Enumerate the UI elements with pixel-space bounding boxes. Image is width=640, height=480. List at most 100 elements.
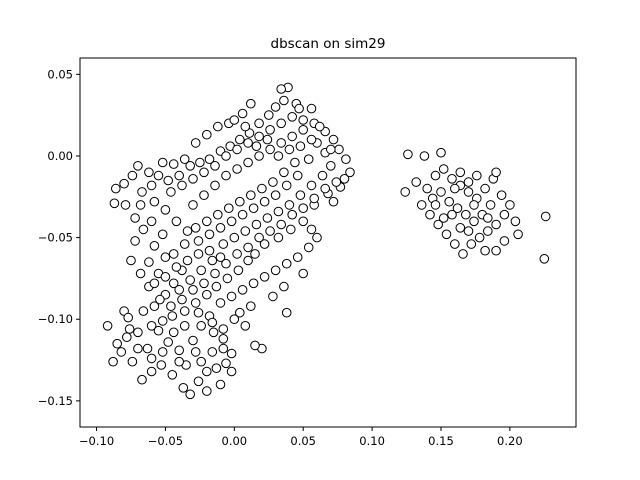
data-point [422,183,433,194]
data-point [130,236,140,246]
data-point [229,115,240,125]
x-tick-label: −0.05 [148,434,183,448]
data-point [281,307,292,318]
data-point [281,258,292,269]
data-point [146,366,157,377]
data-point [248,278,259,289]
data-point [232,164,242,174]
data-point [309,193,320,204]
data-point [207,255,218,266]
data-point [235,307,245,318]
data-point [499,236,510,246]
data-point [466,239,477,249]
data-point [485,200,496,210]
data-point [130,213,140,223]
data-point [149,241,160,251]
data-point [229,314,240,325]
data-point [334,144,344,155]
data-point [233,265,244,276]
data-point [480,245,490,256]
data-point [156,360,167,370]
data-point [127,356,138,367]
data-point [142,343,153,354]
data-point [312,232,322,243]
data-point [298,268,309,279]
data-point [160,252,171,263]
data-point [463,226,474,236]
data-point [444,196,455,207]
data-point [232,144,242,155]
data-point [292,252,303,263]
data-point [146,180,157,191]
data-point [146,353,157,364]
data-point [146,321,157,331]
data-point [122,332,132,343]
data-point [116,347,127,357]
data-point [160,272,171,282]
data-point [262,213,273,223]
data-point [174,345,184,356]
data-point [168,159,179,169]
data-point [108,356,118,367]
data-point [185,389,195,400]
data-point [455,223,466,233]
data-point [111,183,121,194]
data-point [123,312,133,323]
data-point [441,229,452,240]
data-point [243,242,253,253]
data-point [474,232,485,243]
data-point [153,170,164,181]
data-point [303,154,314,164]
data-point [259,239,270,249]
data-point [179,321,190,331]
data-point [166,187,176,197]
data-point [458,249,468,259]
data-point [331,177,342,187]
data-point [193,376,204,387]
data-point [193,236,204,246]
data-point [450,183,460,194]
data-point [276,118,287,129]
data-point [298,125,309,135]
data-point [237,209,248,220]
x-tick-label: 0.05 [290,434,316,448]
data-point [157,157,168,168]
data-point [403,149,413,160]
data-point [248,203,259,213]
data-point [124,324,135,334]
data-point [483,213,493,223]
data-point [279,281,289,292]
data-point [222,273,233,284]
data-point [207,347,218,357]
data-point [204,245,215,256]
data-point [190,298,201,308]
data-point [235,196,245,207]
data-point [177,180,187,191]
data-point [436,147,446,158]
data-point [178,383,189,393]
data-point [163,175,173,186]
data-point [199,167,209,178]
data-point [229,232,240,243]
data-point [188,200,198,210]
data-point [411,177,422,187]
data-point [306,134,317,145]
data-point [213,209,223,220]
data-point [438,213,449,223]
data-point [133,327,143,338]
data-point [144,167,154,178]
data-point [262,134,273,145]
data-point [294,103,304,114]
y-axis: −0.15 −0.10 −0.05 0.00 0.05 [38,67,80,408]
x-tick-label: 0.15 [428,434,454,448]
data-point [270,265,281,276]
data-point [207,317,218,328]
data-point [455,167,466,178]
data-point [235,134,245,145]
data-point [215,298,226,308]
x-tick-label: 0.20 [497,434,523,448]
data-point [539,253,550,264]
data-point [146,216,157,227]
data-point [174,356,184,367]
data-point [259,272,270,282]
